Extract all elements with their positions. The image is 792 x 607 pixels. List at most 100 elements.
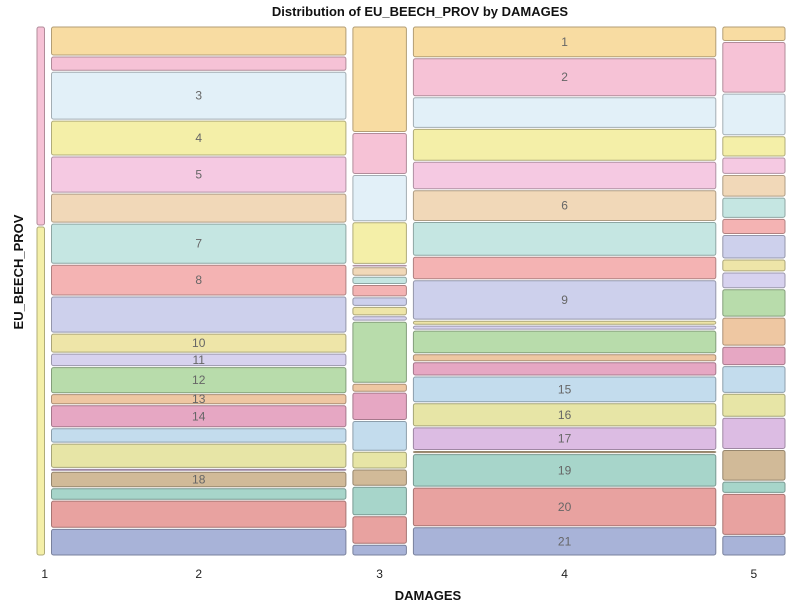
mosaic-cell-damages-4-prov-9 (412, 280, 717, 320)
mosaic-cell-damages-4-prov-19 (412, 454, 717, 487)
mosaic-cell-damages-4-prov-8 (412, 256, 717, 280)
mosaic-cell-damages-2-prov-3 (51, 71, 347, 120)
mosaic-cell-damages-2-prov-4 (51, 120, 347, 156)
mosaic-cell-damages-3-prov-11 (352, 316, 407, 321)
mosaic-cell-damages-4-prov-5 (412, 161, 717, 190)
cell-label-prov-11: 11 (192, 353, 205, 367)
mosaic-cell-damages-4-prov-12 (412, 330, 717, 354)
mosaic-cell-damages-2-prov-9 (51, 296, 347, 333)
mosaic-cell-damages-3-prov-8 (352, 285, 407, 297)
mosaic-cell-damages-2-prov-18 (51, 471, 347, 488)
x-tick-label-1: 1 (41, 567, 48, 581)
mosaic-cell-damages-4-prov-20 (412, 487, 717, 527)
chart-title: Distribution of EU_BEECH_PROV by DAMAGES (272, 4, 568, 19)
mosaic-cell-damages-2-prov-11 (51, 353, 347, 367)
mosaic-cell-damages-3-prov-5 (352, 264, 407, 267)
mosaic-cell-damages-2-prov-21 (51, 528, 347, 556)
mosaic-cell-damages-2-prov-10 (51, 333, 347, 353)
mosaic-cell-damages-5-prov-20 (722, 493, 786, 535)
mosaic-cell-damages-4-prov-2 (412, 58, 717, 97)
cell-label-prov-9: 9 (561, 293, 568, 307)
mosaic-cell-damages-5-prov-18 (722, 450, 786, 481)
mosaic-cell-damages-5-prov-1 (722, 26, 786, 41)
mosaic-cell-damages-5-prov-12 (722, 289, 786, 317)
mosaic-cell-damages-3-prov-1 (352, 26, 407, 132)
cell-label-prov-16: 16 (558, 408, 572, 422)
cell-label-prov-3: 3 (195, 89, 202, 103)
mosaic-cell-damages-4-prov-13 (412, 354, 717, 362)
x-axis-label: DAMAGES (395, 588, 462, 603)
mosaic-cell-damages-1-prov-2 (36, 26, 45, 226)
mosaic-cell-damages-3-prov-14 (352, 392, 407, 421)
cell-label-prov-4: 4 (195, 131, 202, 145)
cell-label-prov-19: 19 (558, 463, 572, 477)
mosaic-cell-damages-2-prov-8 (51, 264, 347, 296)
mosaic-cell-damages-3-prov-12 (352, 321, 407, 383)
mosaic-cell-damages-4-prov-17 (412, 427, 717, 450)
mosaic-cell-damages-5-prov-9 (722, 235, 786, 259)
mosaic-cell-damages-2-prov-6 (51, 193, 347, 223)
mosaic-cell-damages-4-prov-3 (412, 97, 717, 128)
mosaic-cell-damages-3-prov-18 (352, 469, 407, 486)
cell-label-prov-7: 7 (195, 237, 202, 251)
mosaic-cell-damages-2-prov-13 (51, 394, 347, 405)
mosaic-cell-damages-5-prov-19 (722, 481, 786, 493)
mosaic-cell-damages-5-prov-7 (722, 197, 786, 218)
mosaic-cell-damages-5-prov-4 (722, 136, 786, 157)
cell-label-prov-10: 10 (192, 336, 206, 350)
mosaic-cell-damages-3-prov-6 (352, 267, 407, 276)
cell-label-prov-21: 21 (558, 534, 572, 548)
mosaic-cell-damages-5-prov-6 (722, 175, 786, 197)
mosaic-cell-damages-5-prov-15 (722, 366, 786, 393)
mosaic-cell-damages-3-prov-4 (352, 222, 407, 264)
mosaic-cell-damages-2-prov-15 (51, 428, 347, 443)
mosaic-cell-damages-2-prov-19 (51, 488, 347, 500)
mosaic-cell-damages-5-prov-5 (722, 157, 786, 174)
mosaic-cell-damages-4-prov-15 (412, 376, 717, 403)
mosaic-cell-damages-3-prov-21 (352, 544, 407, 556)
mosaic-cell-damages-1-prov-4 (36, 226, 45, 556)
mosaic-cell-damages-3-prov-3 (352, 175, 407, 222)
mosaic-cell-damages-3-prov-10 (352, 306, 407, 316)
mosaic-cell-damages-2-prov-1 (51, 26, 347, 56)
mosaic-cell-damages-4-prov-21 (412, 527, 717, 556)
cell-label-prov-15: 15 (558, 382, 572, 396)
mosaic-cell-damages-5-prov-3 (722, 93, 786, 136)
mosaic-cell-damages-3-prov-19 (352, 486, 407, 516)
cell-label-prov-1: 1 (561, 35, 568, 49)
mosaic-cell-damages-3-prov-7 (352, 276, 407, 285)
mosaic-cell-damages-3-prov-13 (352, 383, 407, 392)
mosaic-cell-damages-5-prov-2 (722, 42, 786, 93)
cell-label-prov-5: 5 (195, 168, 202, 182)
cell-label-prov-17: 17 (558, 432, 572, 446)
mosaic-cell-damages-3-prov-20 (352, 516, 407, 544)
y-axis-label: EU_BEECH_PROV (11, 214, 26, 329)
mosaic-cell-damages-4-prov-16 (412, 403, 717, 427)
mosaic-cell-damages-2-prov-14 (51, 405, 347, 428)
mosaic-cell-damages-5-prov-11 (722, 272, 786, 289)
mosaic-cell-damages-4-prov-1 (412, 26, 717, 58)
mosaic-cell-damages-4-prov-7 (412, 222, 717, 256)
mosaic-cell-damages-5-prov-14 (722, 346, 786, 366)
x-tick-label-2: 2 (195, 567, 202, 581)
mosaic-cell-damages-4-prov-6 (412, 190, 717, 222)
mosaic-cell-damages-5-prov-13 (722, 317, 786, 346)
mosaic-cell-damages-2-prov-17 (51, 468, 347, 471)
mosaic-cell-damages-5-prov-21 (722, 535, 786, 556)
cell-label-prov-13: 13 (192, 392, 206, 406)
mosaic-cell-damages-2-prov-7 (51, 223, 347, 264)
mosaic-cell-damages-2-prov-12 (51, 367, 347, 394)
x-tick-label-3: 3 (376, 567, 383, 581)
mosaic-cell-damages-2-prov-2 (51, 56, 347, 71)
mosaic-cell-damages-5-prov-17 (722, 417, 786, 450)
mosaic-cell-damages-3-prov-15 (352, 421, 407, 451)
mosaic-cell-damages-4-prov-18 (412, 451, 717, 454)
mosaic-cell-damages-5-prov-8 (722, 218, 786, 234)
mosaic-cell-damages-4-prov-4 (412, 128, 717, 161)
mosaic-cell-damages-5-prov-16 (722, 393, 786, 417)
cell-label-prov-2: 2 (561, 70, 568, 84)
mosaic-cell-damages-4-prov-11 (412, 325, 717, 330)
cell-label-prov-8: 8 (195, 273, 202, 287)
